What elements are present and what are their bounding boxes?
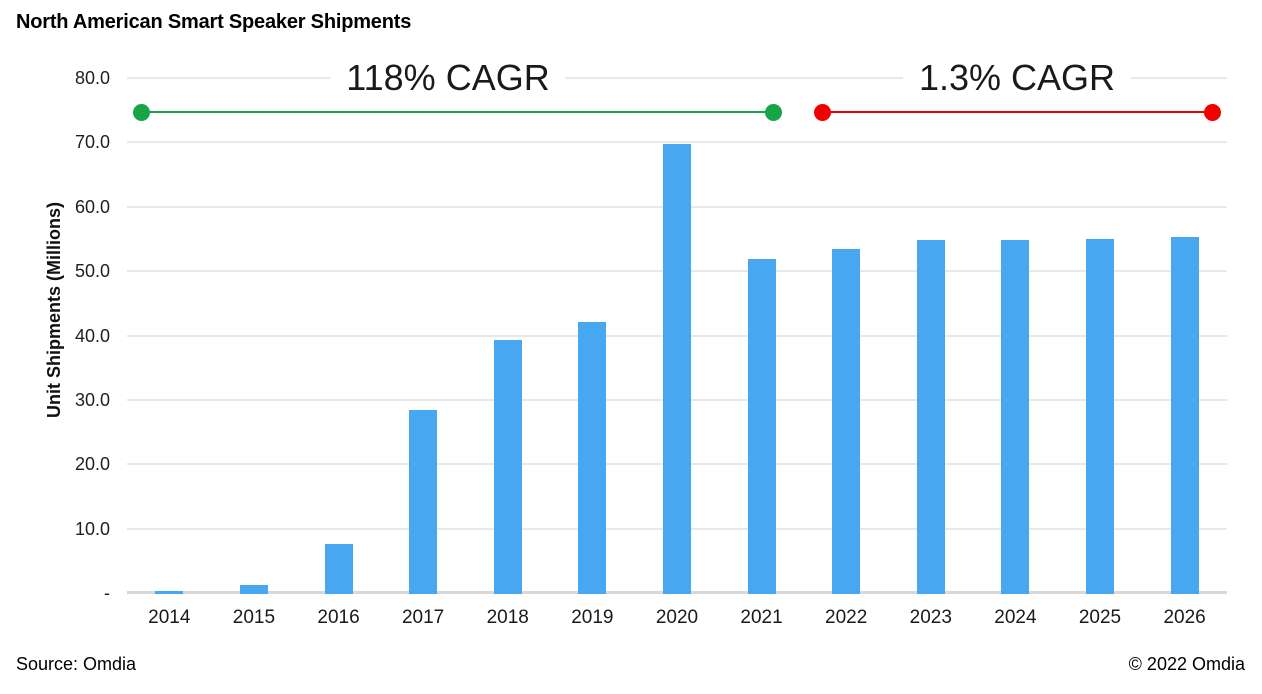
x-tick-label-2015: 2015 — [232, 607, 276, 628]
y-tick-label-20: 20.0 — [74, 454, 110, 475]
y-tick-label-50: 50.0 — [74, 261, 110, 282]
bar-2022 — [832, 248, 861, 594]
cagr-label-red: 1.3% CAGR — [902, 56, 1132, 100]
y-axis-title: Unit Shipments (Millions) — [44, 202, 64, 418]
x-tick-label-2019: 2019 — [571, 607, 614, 628]
bar-2026 — [1170, 237, 1199, 594]
bar-2025 — [1086, 238, 1115, 594]
bar-2021 — [747, 259, 776, 594]
y-tick-label-80: 80.0 — [74, 68, 110, 88]
x-tick-label-2014: 2014 — [148, 607, 191, 628]
y-tick-label-40: 40.0 — [74, 325, 110, 346]
x-tick-label-2024: 2024 — [994, 607, 1037, 628]
cagr-line-red — [822, 111, 1212, 113]
y-tick-label-30: 30.0 — [74, 389, 110, 410]
x-tick-label-2017: 2017 — [401, 607, 445, 628]
plot-area — [127, 0, 1227, 594]
gridline-70 — [127, 141, 1227, 144]
cagr-dot-red-end — [1203, 103, 1221, 121]
bar-2014 — [155, 591, 184, 594]
x-tick-label-2018: 2018 — [486, 607, 529, 628]
bar-2024 — [1001, 239, 1030, 594]
cagr-label-green: 118% CAGR — [330, 56, 566, 100]
x-axis-tick-labels: 2014 2015 2016 2017 2018 2019 2020 2021 2022 2023… — [127, 607, 1227, 629]
source-text: Source: Omdia — [16, 654, 137, 674]
x-tick-label-2023: 2023 — [909, 607, 952, 628]
cagr-line-green — [141, 111, 773, 113]
bar-2018 — [493, 339, 522, 594]
y-tick-label-70: 70.0 — [74, 132, 110, 153]
bar-2023 — [916, 239, 945, 594]
x-tick-label-2021: 2021 — [740, 607, 783, 628]
bar-2019 — [578, 321, 607, 594]
cagr-dot-green-end — [764, 103, 782, 121]
y-tick-label-0: - — [104, 583, 110, 603]
y-tick-label-60: 60.0 — [74, 196, 110, 217]
y-tick-label-10: 10.0 — [74, 518, 110, 539]
x-tick-label-2020: 2020 — [655, 607, 699, 628]
chart-title: North American Smart Speaker Shipments — [16, 11, 412, 33]
bar-2015 — [239, 585, 268, 594]
cagr-dot-red-start — [813, 103, 831, 121]
bar-2016 — [324, 543, 353, 594]
x-tick-label-2025: 2025 — [1078, 607, 1122, 628]
x-tick-label-2022: 2022 — [825, 607, 868, 628]
bar-2020 — [663, 144, 691, 594]
x-tick-label-2026: 2026 — [1163, 607, 1206, 628]
copyright-text: © 2022 Omdia — [1128, 654, 1245, 674]
x-tick-label-2016: 2016 — [317, 607, 360, 628]
cagr-dot-green-start — [132, 103, 150, 121]
gridline-80 — [127, 77, 1227, 79]
bar-2017 — [409, 409, 438, 594]
